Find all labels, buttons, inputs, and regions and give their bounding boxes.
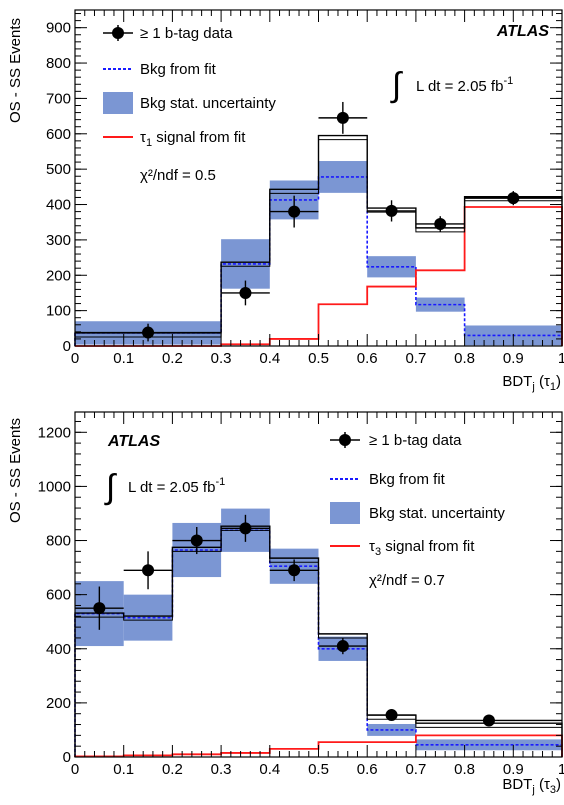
top-chart: 0 0.1 0.2 0.3 0.4 0.5 0.6 0.7 0.8 0.9 1 0 100 200 300… [7, 9, 564, 393]
data-point-7 [482, 714, 495, 727]
y-tick-label: 600 [46, 126, 71, 143]
y-tick-label: 400 [46, 641, 71, 658]
x-tick-label: 0.4 [259, 350, 280, 367]
data-point-3 [336, 111, 349, 124]
x-tick-label: 0.7 [405, 761, 426, 778]
x-tick-label: 0.6 [357, 350, 378, 367]
atlas-label: ATLAS [496, 23, 549, 40]
legend-data-marker [339, 434, 351, 446]
y-tick-label: 900 [46, 20, 71, 37]
legend: ≥ 1 b-tag data Bkg from fit Bkg stat. un… [103, 25, 276, 184]
x-tick-label: 0 [71, 761, 79, 778]
x-tick-label: 0.2 [162, 761, 183, 778]
x-tick-label: 0.8 [454, 350, 475, 367]
y-tick-label: 300 [46, 232, 71, 249]
lumi-label: L dt = 2.05 fb-1 [128, 476, 225, 496]
legend-unc-box [103, 92, 133, 114]
data-point-0 [142, 326, 155, 339]
x-tick-label: 0.1 [113, 761, 134, 778]
legend-data-marker [112, 27, 124, 39]
data-point-0 [93, 602, 106, 615]
data-point-6 [507, 192, 520, 205]
total-histogram-inner [74, 139, 563, 346]
chi2-label: χ²/ndf = 0.7 [369, 572, 445, 589]
y-tick-label: 1000 [38, 478, 71, 495]
y-tick-label: 200 [46, 267, 71, 284]
x-tick-label: 0.6 [357, 761, 378, 778]
x-tick-label: 1 [558, 761, 564, 778]
x-tick-label: 0.3 [211, 350, 232, 367]
legend-bkg-label: Bkg from fit [140, 61, 217, 78]
x-tick-label: 0.3 [211, 761, 232, 778]
y-axis-label: OS - SS Events [7, 18, 24, 123]
legend-unc-label: Bkg stat. uncertainty [140, 95, 276, 112]
x-tick-label: 0.1 [113, 350, 134, 367]
x-axis-label: BDTj (τ1) [502, 373, 561, 393]
y-axis-label: OS - SS Events [7, 418, 24, 523]
y-tick-label: 800 [46, 55, 71, 72]
x-tick-label: 0.5 [308, 761, 329, 778]
x-tick-label: 0.8 [454, 761, 475, 778]
data-point-4 [385, 204, 398, 217]
bkg-unc-band-7 [415, 739, 562, 751]
data-point-4 [288, 564, 301, 577]
legend-bkg-label: Bkg from fit [369, 471, 446, 488]
data-point-1 [239, 286, 252, 299]
lumi-label: L dt = 2.05 fb-1 [416, 75, 513, 95]
chi2-label: χ²/ndf = 0.5 [140, 167, 216, 184]
bkg-histogram [74, 176, 563, 346]
y-tick-label: 700 [46, 90, 71, 107]
data-point-5 [336, 640, 349, 653]
x-tick-label: 0 [71, 350, 79, 367]
x-tick-label: 0.2 [162, 350, 183, 367]
y-tick-label: 500 [46, 161, 71, 178]
x-axis-label: BDTj (τ3) [502, 776, 561, 796]
y-tick-label: 0 [63, 338, 71, 355]
y-tick-label: 800 [46, 533, 71, 550]
x-tick-label: 0.9 [503, 761, 524, 778]
legend-data-label: ≥ 1 b-tag data [369, 432, 462, 449]
data-point-5 [434, 217, 447, 230]
legend-signal-label: τ1 signal from fit [140, 129, 246, 149]
legend-unc-label: Bkg stat. uncertainty [369, 505, 505, 522]
x-tick-label: 0.4 [259, 761, 280, 778]
legend-unc-box [330, 502, 360, 524]
x-tick-label: 0.7 [405, 350, 426, 367]
y-tick-label: 0 [63, 749, 71, 766]
integral-sign: ∫ [390, 66, 403, 104]
data-point-6 [385, 709, 398, 722]
y-tick-label: 400 [46, 197, 71, 214]
x-tick-label: 0.9 [503, 350, 524, 367]
integral-sign: ∫ [104, 468, 117, 506]
y-tick-label: 1200 [38, 424, 71, 441]
legend-data-label: ≥ 1 b-tag data [140, 25, 233, 42]
legend: ≥ 1 b-tag data Bkg from fit Bkg stat. un… [330, 432, 505, 589]
atlas-label: ATLAS [107, 433, 160, 450]
data-point-2 [190, 534, 203, 547]
data-point-2 [288, 205, 301, 218]
y-tick-label: 600 [46, 587, 71, 604]
legend-signal-label: τ3 signal from fit [369, 538, 475, 558]
x-tick-label: 1 [558, 350, 564, 367]
y-tick-label: 100 [46, 303, 71, 320]
x-tick-label: 0.5 [308, 350, 329, 367]
data-point-1 [142, 564, 155, 577]
data-point-3 [239, 522, 252, 535]
y-tick-label: 200 [46, 695, 71, 712]
bottom-chart: 0 0.1 0.2 0.3 0.4 0.5 0.6 0.7 0.8 0.9 1 0 200 400 600… [7, 411, 564, 796]
